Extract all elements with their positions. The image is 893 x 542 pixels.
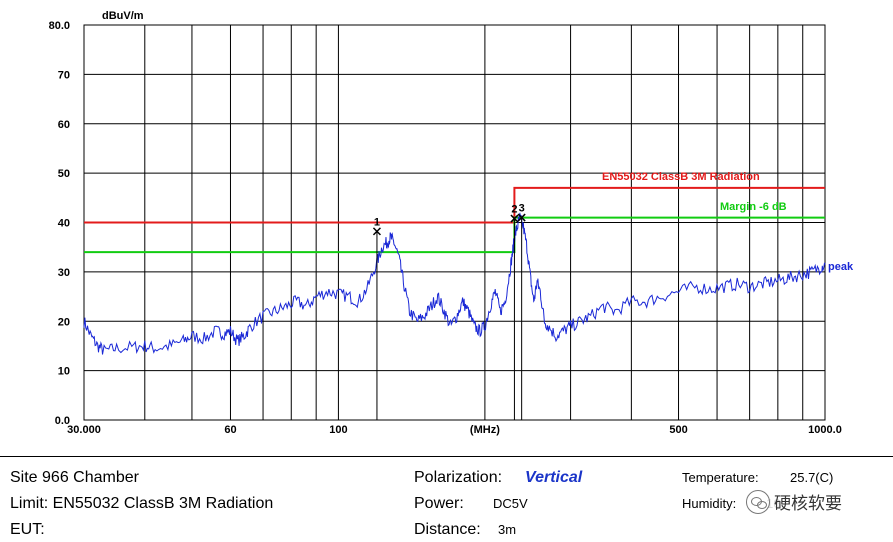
y-tick-label: 70 — [58, 69, 70, 81]
info-separator — [0, 456, 893, 457]
humidity-label: Humidity: — [682, 496, 737, 511]
y-tick-label: 60 — [58, 119, 70, 131]
x-tick-label: 30.000 — [67, 424, 101, 436]
marker-cross — [372, 227, 381, 236]
y-tick-label: 80.0 — [49, 20, 70, 32]
y-tick-label: 50 — [58, 168, 70, 180]
temperature-label: Temperature: — [682, 470, 759, 485]
y-tick-label: 0.0 — [55, 415, 70, 427]
watermark: 硬核软要 — [746, 489, 842, 514]
marker-label: 1 — [374, 216, 380, 228]
polarization-value: Vertical — [525, 469, 583, 486]
peak-series-label: peak — [828, 261, 854, 273]
limit-line — [84, 186, 825, 224]
axis-ticks: 0.0 10 20 30 40 50 60 70 80.0 30.000 60 100 (MHz) 500… — [49, 20, 842, 436]
site-text: Site 966 Chamber — [10, 469, 139, 486]
marker-cross — [517, 213, 526, 222]
peak-markers: 1 2 3 — [372, 203, 526, 420]
wechat-icon — [746, 489, 770, 514]
peak-series-line — [83, 212, 826, 355]
marker-label: 3 — [519, 203, 525, 215]
distance-label: Distance: — [414, 521, 481, 538]
power-value: DC5V — [493, 496, 528, 511]
distance-value: 3m — [498, 522, 517, 537]
x-tick-label: 100 — [329, 424, 347, 436]
margin-line-label: Margin -6 dB — [720, 201, 787, 213]
y-tick-label: 10 — [58, 366, 70, 378]
x-tick-label: 60 — [224, 424, 236, 436]
watermark-text: 硬核软要 — [774, 494, 842, 514]
marker-label: 2 — [511, 204, 517, 216]
emission-chart: 0.0 10 20 30 40 50 60 70 80.0 30.000 60 100 (MHz) 500… — [49, 10, 854, 436]
y-tick-label: 40 — [58, 218, 70, 230]
x-tick-label: 1000.0 — [808, 424, 842, 436]
y-axis-unit: dBuV/m — [102, 10, 144, 22]
polarization-label: Polarization: — [414, 469, 503, 486]
marker-cross — [510, 214, 519, 223]
x-tick-label: (MHz) — [470, 424, 500, 436]
power-label: Power: — [414, 495, 464, 512]
eut-text: EUT: — [10, 521, 45, 538]
y-tick-label: 30 — [58, 267, 70, 279]
limit-text: Limit: EN55032 ClassB 3M Radiation — [10, 495, 274, 512]
y-tick-label: 20 — [58, 316, 70, 328]
temperature-value: 25.7(C) — [790, 470, 834, 485]
limit-line-label: EN55032 ClassB 3M Radiation — [602, 171, 760, 183]
x-tick-label: 500 — [669, 424, 687, 436]
